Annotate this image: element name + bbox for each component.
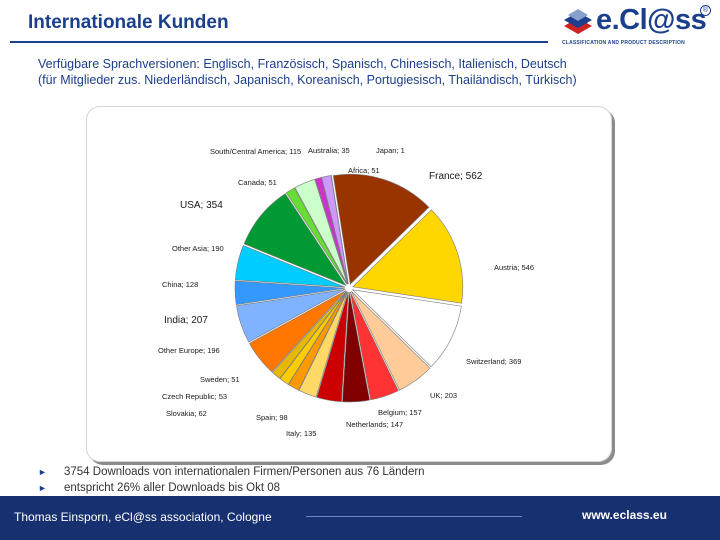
- pie-slice: [236, 288, 346, 343]
- pie-slice: [352, 209, 464, 304]
- pie-slice: [288, 291, 348, 391]
- logo-subtitle: CLASSIFICATION AND PRODUCT DESCRIPTION: [562, 40, 685, 46]
- pie-slice: [316, 291, 349, 403]
- slice-label: Netherlands; 147: [346, 420, 403, 429]
- summary-item: ► 3754 Downloads von internationalen Fir…: [38, 464, 425, 480]
- summary-text: 3754 Downloads von internationalen Firme…: [64, 466, 425, 478]
- pie-slice: [342, 291, 371, 403]
- slice-label: Japan; 1: [376, 146, 405, 155]
- pie-slice: [248, 290, 347, 373]
- slice-label: Africa; 51: [348, 166, 380, 175]
- slice-label: Canada; 51: [238, 178, 277, 187]
- pie-slice: [321, 175, 349, 285]
- pie-slice: [351, 289, 462, 368]
- slice-label: India; 207: [164, 315, 208, 326]
- bullet-arrow-icon: ►: [38, 467, 47, 477]
- pie-slice: [298, 291, 348, 398]
- footer-divider: [306, 516, 522, 517]
- summary-item: ► entspricht 26% aller Downloads bis Okt…: [38, 480, 425, 496]
- pie-slice: [349, 291, 399, 401]
- pie-slice: [272, 290, 347, 379]
- footer-url: www.eclass.eu: [582, 508, 667, 522]
- pie-slice: [243, 193, 347, 287]
- slice-label: Australia; 35: [308, 146, 350, 155]
- slice-label: Czech Republic; 53: [162, 392, 227, 401]
- slice-label: Slovakia; 62: [166, 409, 207, 418]
- slice-label: Spain; 98: [256, 413, 288, 422]
- pie-chart: Japan; 1 France; 562 Austria; 546 Switzerla…: [158, 146, 534, 438]
- slice-label: Sweden; 51: [200, 375, 240, 384]
- chart-panel: [86, 106, 612, 462]
- slice-label: USA; 354: [180, 200, 223, 211]
- eclass-logo: e.Cl@ss ® CLASSIFICATION AND PRODUCT DES…: [558, 2, 718, 52]
- slice-label: Belgium; 157: [378, 408, 422, 417]
- logo-text: e.Cl@ss: [596, 4, 707, 36]
- pie-slice: [234, 280, 346, 306]
- slice-label: South/Central America; 115: [210, 147, 301, 156]
- slice-label: UK; 203: [430, 391, 457, 400]
- pie-slice: [294, 178, 348, 285]
- pie-slice: [285, 187, 348, 285]
- slice-label: Italy; 135: [286, 429, 316, 438]
- title-divider: [10, 41, 548, 43]
- footer-bar: Thomas Einsporn, eCl@ss association, Col…: [0, 496, 720, 540]
- slice-label: France; 562: [429, 171, 483, 182]
- pie-slice: [332, 173, 430, 285]
- language-line-1: Verfügbare Sprachversionen: Englisch, Fr…: [38, 57, 567, 71]
- summary-list: ► 3754 Downloads von internationalen Fir…: [38, 464, 425, 496]
- slice-label: Austria; 546: [494, 263, 534, 272]
- slice-label: Other Asia; 190: [172, 244, 224, 253]
- footer-author: Thomas Einsporn, eCl@ss association, Col…: [14, 510, 272, 524]
- slice-label: China; 128: [162, 280, 198, 289]
- pie-slice: [235, 245, 346, 288]
- pie-slice: [279, 291, 347, 385]
- page-title: Internationale Kunden: [28, 12, 229, 33]
- bullet-arrow-icon: ►: [38, 483, 47, 493]
- slice-label: Other Europe; 196: [158, 346, 220, 355]
- registered-mark: ®: [700, 5, 711, 16]
- slice-label: Switzerland; 369: [466, 357, 521, 366]
- language-versions: Verfügbare Sprachversionen: Englisch, Fr…: [38, 56, 577, 88]
- pie-slice: [351, 291, 431, 391]
- logo-mark-icon: [564, 9, 592, 34]
- summary-text: entspricht 26% aller Downloads bis Okt 0…: [64, 482, 281, 494]
- language-line-2: (für Mitglieder zus. Niederländisch, Jap…: [38, 73, 577, 87]
